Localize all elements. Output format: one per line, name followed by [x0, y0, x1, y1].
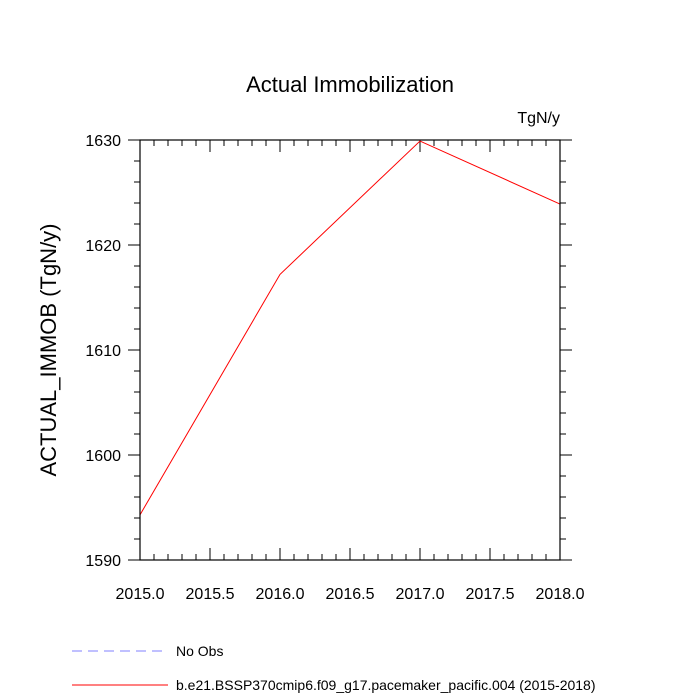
y-tick-label: 1630	[85, 133, 121, 150]
plot-frame	[139, 139, 561, 561]
legend: No Obs b.e21.BSSP370cmip6.f09_g17.pacemak…	[72, 643, 596, 693]
y-tick-labels: 1590 1600 1610 1620 1630	[85, 133, 121, 570]
y-tick-label: 1600	[85, 448, 121, 465]
chart-title: Actual Immobilization	[246, 72, 454, 97]
axis-ticks	[128, 139, 572, 561]
x-tick-label: 2016.0	[256, 586, 305, 603]
y-tick-label: 1610	[85, 343, 121, 360]
x-tick-label: 2018.0	[536, 586, 585, 603]
legend-label: b.e21.BSSP370cmip6.f09_g17.pacemaker_pac…	[176, 677, 596, 693]
x-tick-label: 2015.5	[186, 586, 235, 603]
y-axis-label: ACTUAL_IMMOB (TgN/y)	[36, 223, 61, 476]
y-tick-label: 1590	[85, 553, 121, 570]
series-lines	[139, 140, 561, 516]
x-tick-label: 2017.0	[396, 586, 445, 603]
x-tick-label: 2016.5	[326, 586, 375, 603]
x-tick-label: 2015.0	[116, 586, 165, 603]
legend-label: No Obs	[176, 643, 223, 659]
x-tick-labels: 2015.0 2015.5 2016.0 2016.5 2017.0 2017.5 2018…	[116, 586, 585, 603]
series-line	[139, 140, 561, 516]
units-label: TgN/y	[517, 110, 560, 127]
x-tick-label: 2017.5	[466, 586, 515, 603]
y-tick-label: 1620	[85, 238, 121, 255]
